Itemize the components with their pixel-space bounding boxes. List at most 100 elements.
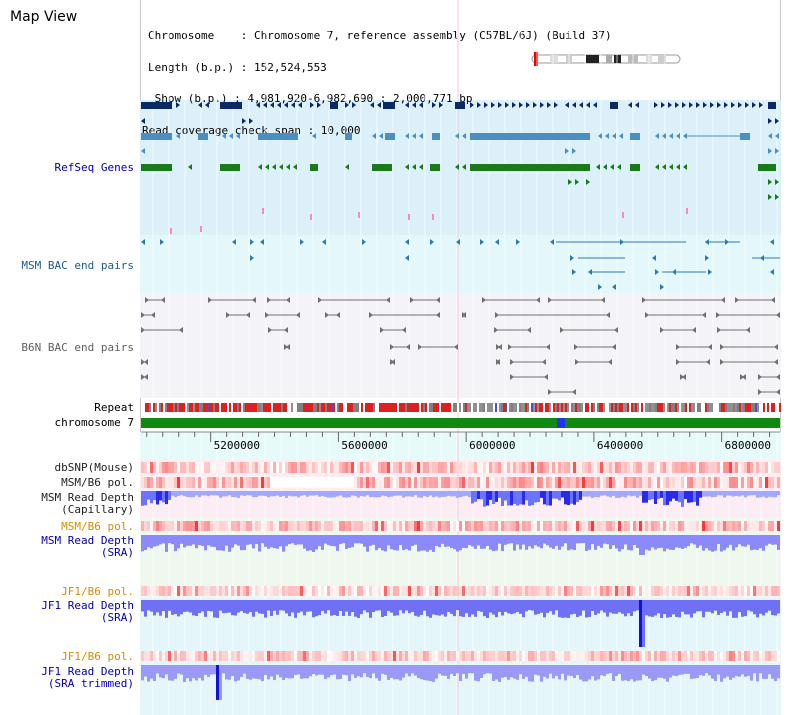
msm-pol2-cell — [471, 521, 474, 531]
jf1-b6-pol-label[interactable]: JF1/B6 pol. — [61, 585, 134, 598]
b6n-bac-end — [560, 327, 564, 333]
dbsnp-cell — [336, 462, 339, 473]
axis-tick-label-4: 6800000 — [725, 439, 771, 452]
msm-sra-label[interactable]: MSM Read Depth (SRA) — [0, 535, 134, 559]
msm-pol2-cell — [684, 521, 687, 531]
jf1-pol2-cell — [729, 651, 732, 661]
jf1-trimmed-bar — [549, 665, 552, 674]
msm-capillary-label[interactable]: MSM Read Depth (Capillary) — [0, 492, 134, 516]
repeat-element — [221, 403, 223, 412]
msm-sra-bar — [447, 535, 450, 547]
repeat-element — [319, 403, 321, 412]
jf1-sra-label[interactable]: JF1 Read Depth (SRA) — [0, 600, 134, 624]
jf1-trimmed-bar — [435, 665, 438, 679]
jf1-pol-cell — [573, 586, 576, 596]
jf1-trimmed-bar — [252, 665, 255, 679]
msm-capillary-bar — [453, 491, 456, 497]
b6n-bac-label[interactable]: B6N BAC end pairs — [21, 341, 134, 354]
msm-sra-bar — [624, 535, 627, 545]
msm-pol2-cell — [630, 521, 633, 531]
refseq-gene — [484, 102, 488, 108]
msm-pol2-cell — [369, 521, 372, 531]
jf1-trimmed-bar — [717, 665, 720, 675]
refseq-gene — [717, 102, 721, 108]
b6n-bac-end — [716, 312, 720, 318]
dbsnp-cell — [771, 462, 774, 473]
repeat-element — [709, 403, 711, 412]
repeat-element — [511, 403, 513, 412]
msm-sra-bar — [423, 535, 426, 551]
msm-pol-cell — [195, 477, 198, 488]
jf1-pol-cell — [462, 586, 465, 596]
dbsnp-cell — [600, 462, 603, 473]
jf1-pol-cell — [369, 586, 372, 596]
msm-b6-pol-label[interactable]: MSM/B6 pol. — [61, 476, 134, 489]
msm-pol2-cell — [735, 521, 738, 531]
msm-pol-cell — [675, 477, 678, 488]
msm-bac-label[interactable]: MSM BAC end pairs — [21, 259, 134, 272]
dbsnp-label[interactable]: dbSNP(Mouse) — [54, 461, 134, 474]
refseq-gene — [352, 102, 356, 108]
jf1-pol2-cell — [177, 651, 180, 661]
b6n-bac-end — [286, 297, 290, 303]
repeat-element — [701, 403, 703, 412]
msm-pol-cell — [531, 477, 534, 488]
jf1-pol-cell — [747, 586, 750, 596]
jf1-b6-pol-label-2[interactable]: JF1/B6 pol. — [61, 650, 134, 663]
repeat-element — [193, 403, 195, 412]
jf1-pol-cell — [141, 586, 144, 596]
jf1-sra-bar — [198, 600, 201, 613]
msm-pol-cell — [189, 477, 192, 488]
jf1-pol2-cell — [357, 651, 360, 661]
b6n-bac-end — [771, 297, 775, 303]
refseq-gene — [405, 133, 409, 139]
jf1-pol2-cell — [588, 651, 591, 661]
msm-pol-cell — [369, 477, 372, 488]
dbsnp-cell — [216, 462, 219, 473]
msm-pol2-cell — [540, 521, 543, 531]
msm-b6-pol-label-2[interactable]: MSM/B6 pol. — [61, 520, 134, 533]
b6n-bac-end — [717, 327, 721, 333]
msm-bac-end — [405, 239, 409, 245]
msm-sra-bar — [153, 535, 156, 547]
msm-capillary-bar — [570, 491, 573, 504]
repeat-element — [271, 403, 273, 412]
msm-pol-cell — [426, 477, 429, 488]
msm-sra-bar — [243, 535, 246, 550]
msm-capillary-bar — [150, 491, 153, 504]
jf1-pol2-cell — [393, 651, 396, 661]
jf1-sra-bar — [462, 600, 465, 617]
jf1-pol2-cell — [249, 651, 252, 661]
jf1-pol2-cell — [630, 651, 633, 661]
msm-pol2-cell — [423, 521, 426, 531]
msm-capillary-bar — [177, 491, 180, 497]
msm-sra-bar — [345, 535, 348, 549]
repeat-element — [277, 403, 279, 412]
jf1-trimmed-label[interactable]: JF1 Read Depth (SRA trimmed) — [0, 666, 134, 690]
dbsnp-cell — [204, 462, 207, 473]
msm-sra-bar — [441, 535, 444, 544]
jf1-sra-bar — [225, 600, 228, 613]
msm-pol2-cell — [354, 521, 357, 531]
msm-sra-bar — [198, 535, 201, 546]
jf1-trimmed-bar — [753, 665, 756, 674]
msm-pol2-cell — [732, 521, 735, 531]
repeat-element — [445, 403, 447, 412]
b6n-bac-end — [548, 297, 552, 303]
jf1-pol2-cell — [267, 651, 270, 661]
msm-capillary-bar — [339, 491, 342, 496]
refseq-gene — [198, 133, 208, 140]
msm-sra-bar — [615, 535, 618, 549]
refseq-label[interactable]: RefSeq Genes — [54, 161, 134, 174]
dbsnp-cell — [366, 462, 369, 473]
msm-pol2-cell — [618, 521, 621, 531]
msm-pol-cell — [318, 477, 321, 488]
repeat-element — [651, 403, 653, 412]
refseq-gene — [455, 133, 459, 139]
repeat-element — [755, 403, 757, 412]
jf1-trimmed-bar — [531, 665, 534, 682]
jf1-pol2-cell — [468, 651, 471, 661]
jf1-pol-cell — [693, 586, 696, 596]
dbsnp-cell — [573, 462, 576, 473]
